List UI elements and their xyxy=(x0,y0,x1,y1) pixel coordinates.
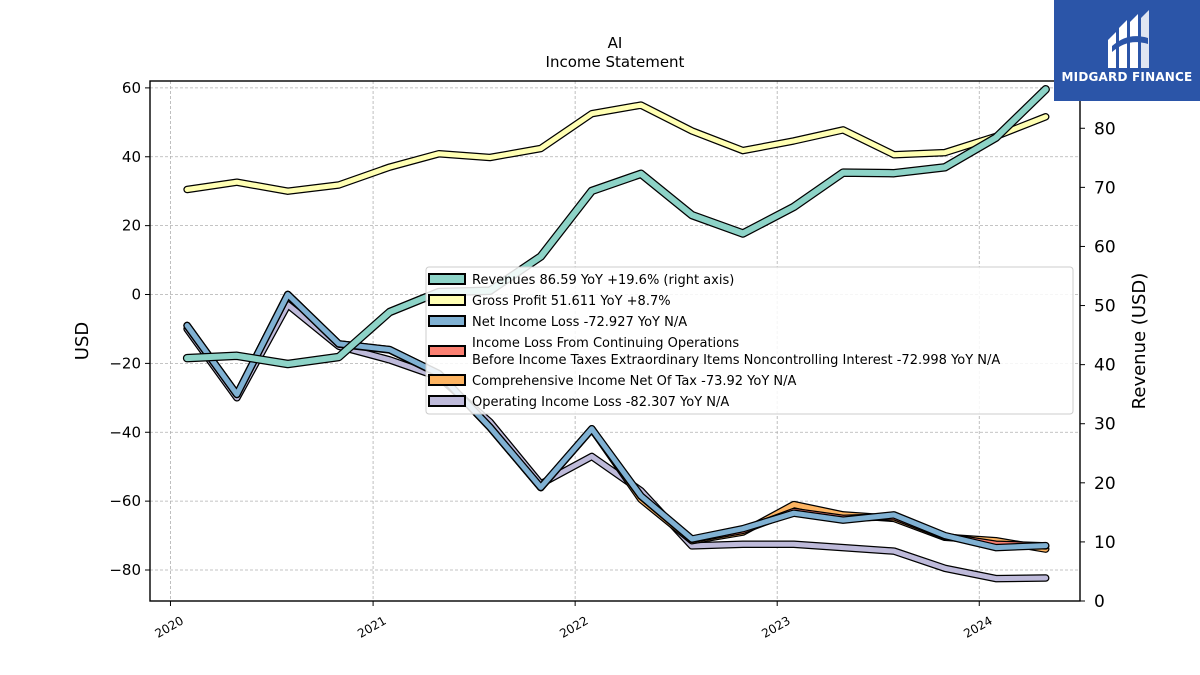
y-tick-label: −60 xyxy=(109,492,141,510)
y2-tick-label: 60 xyxy=(1094,237,1116,257)
legend: Revenues 86.59 YoY +19.6% (right axis) Gr… xyxy=(425,266,1074,415)
axes: −80 −60 −40 −20 0 20 40 60 2020 2021 2022 2023 2024 0… xyxy=(109,79,1115,641)
plot-frame xyxy=(149,80,1081,602)
y-tick-label: 60 xyxy=(122,79,141,97)
legend-entry: Gross Profit 51.611 YoY +8.7% xyxy=(472,294,671,309)
x-tick-label: 2024 xyxy=(961,613,994,640)
midgard-logo-icon xyxy=(1108,10,1149,68)
x-tick-label: 2021 xyxy=(355,613,388,640)
legend-box xyxy=(425,266,1074,415)
y-tick-label: −20 xyxy=(109,354,141,372)
series-lines xyxy=(182,85,1050,583)
y2-tick-label: 50 xyxy=(1094,297,1116,317)
legend-entry: Before Income Taxes Extraordinary Items … xyxy=(472,353,1000,368)
x-tick-label: 2020 xyxy=(153,613,186,640)
legend-entry: Revenues 86.59 YoY +19.6% (right axis) xyxy=(472,273,734,288)
series-line xyxy=(184,292,1049,551)
legend-swatch xyxy=(428,345,466,357)
y-axis-label: USD xyxy=(72,322,93,360)
legend-swatch xyxy=(428,374,466,386)
chart-title: AI xyxy=(608,34,623,52)
y2-tick-label: 70 xyxy=(1094,178,1116,198)
chart-subtitle: Income Statement xyxy=(546,53,685,71)
legend-entry: Income Loss From Continuing Operations xyxy=(472,336,739,351)
x-tick-label: 2022 xyxy=(557,613,590,640)
legend-entry: Net Income Loss -72.927 YoY N/A xyxy=(472,315,687,330)
series-line xyxy=(184,86,1049,367)
x-tick-label: 2023 xyxy=(759,613,792,640)
y-tick-label: −40 xyxy=(109,423,141,441)
legend-swatch xyxy=(428,294,466,306)
legend-swatch xyxy=(428,395,466,407)
legend-swatch xyxy=(428,315,466,327)
y2-tick-label: 80 xyxy=(1094,119,1116,139)
legend-entry: Operating Income Loss -82.307 YoY N/A xyxy=(472,395,729,410)
y2-tick-label: 20 xyxy=(1094,474,1116,494)
y-tick-label: 0 xyxy=(131,286,141,304)
y-tick-label: 40 xyxy=(122,148,141,166)
y2-tick-label: 10 xyxy=(1094,533,1116,553)
y-tick-label: −80 xyxy=(109,561,141,579)
series-line xyxy=(184,102,1049,194)
y2-tick-label: 40 xyxy=(1094,356,1116,376)
y2-tick-label: 0 xyxy=(1094,592,1105,612)
y2-axis-label: Revenue (USD) xyxy=(1129,273,1150,410)
y2-tick-label: 30 xyxy=(1094,415,1116,435)
legend-entry: Comprehensive Income Net Of Tax -73.92 Y… xyxy=(472,374,797,389)
midgard-finance-logo: MIDGARD FINANCE xyxy=(1054,0,1200,101)
legend-swatch xyxy=(428,273,466,285)
y-tick-label: 20 xyxy=(122,217,141,235)
logo-text: MIDGARD FINANCE xyxy=(1061,70,1193,84)
